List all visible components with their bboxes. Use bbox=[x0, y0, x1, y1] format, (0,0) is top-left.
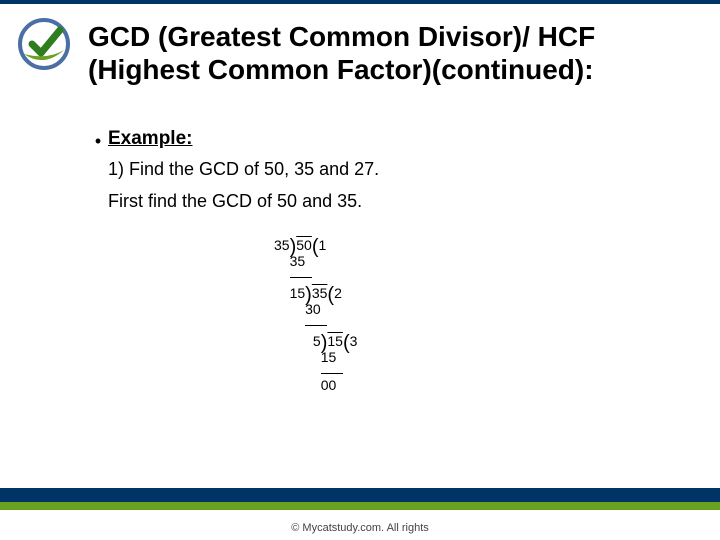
body-line-1: 1) Find the GCD of 50, 35 and 27. bbox=[108, 156, 680, 182]
slide-title: GCD (Greatest Common Divisor)/ HCF (High… bbox=[88, 20, 696, 86]
s2-quotient: 2 bbox=[334, 285, 342, 301]
content-area: • Example: 1) Find the GCD of 50, 35 and… bbox=[88, 128, 680, 214]
bullet-item: • Example: 1) Find the GCD of 50, 35 and… bbox=[88, 128, 680, 214]
slide: GCD (Greatest Common Divisor)/ HCF (High… bbox=[0, 0, 720, 540]
s3-dividend: 15 bbox=[327, 333, 343, 349]
copyright-text: © Mycatstudy.com. All rights bbox=[0, 522, 720, 534]
bullet-marker: • bbox=[88, 128, 108, 155]
footer-green-strip bbox=[0, 502, 720, 510]
s2-dividend: 35 bbox=[312, 285, 328, 301]
s3-remainder: 00 bbox=[321, 377, 337, 393]
s3-quotient: 3 bbox=[350, 333, 358, 349]
footer-dark-strip bbox=[0, 488, 720, 502]
body-line-2: First find the GCD of 50 and 35. bbox=[108, 188, 680, 214]
s3-divisor: 5 bbox=[313, 333, 321, 349]
s2-divisor: 15 bbox=[290, 285, 306, 301]
example-label: Example: bbox=[108, 128, 680, 150]
bullet-body: Example: 1) Find the GCD of 50, 35 and 2… bbox=[108, 128, 680, 214]
top-border bbox=[0, 0, 720, 4]
page-number: 56 bbox=[663, 514, 676, 528]
long-division-work: 35)50(1 35 15)35(2 30 5)15(3 15 00 bbox=[274, 234, 357, 392]
s1-dividend: 50 bbox=[296, 237, 312, 253]
s1-divisor: 35 bbox=[274, 237, 290, 253]
logo-icon bbox=[18, 18, 70, 70]
s1-quotient: 1 bbox=[319, 237, 327, 253]
footer-band bbox=[0, 488, 720, 510]
